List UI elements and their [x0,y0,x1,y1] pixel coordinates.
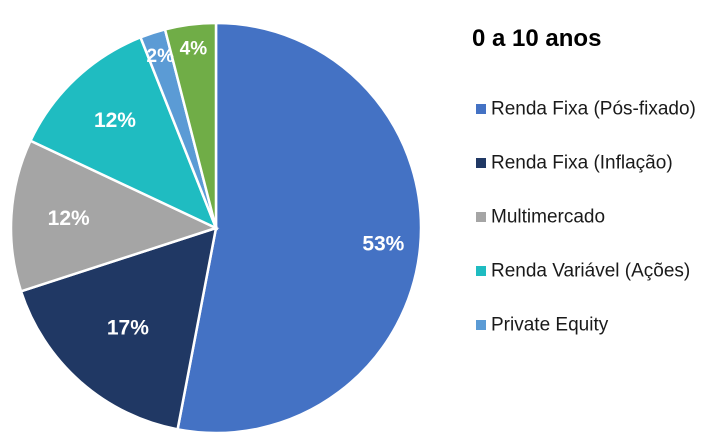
pie-slice [28,35,219,231]
pie-data-label: 2% [147,46,175,67]
pie-slice [163,21,218,229]
pie-data-label: 12% [94,109,136,132]
legend-swatch [476,320,486,330]
legend-swatch [476,212,486,222]
legend-item: Renda Fixa (Inflação) [476,153,673,174]
legend-item: Renda Variável (Ações) [476,261,690,282]
legend-swatch [476,104,486,114]
legend-label: Multimercado [491,207,605,228]
pie-slice [19,226,218,431]
pie-data-label: 53% [362,232,404,255]
legend-swatch [476,266,486,276]
pie-data-label: 12% [48,207,90,230]
legend-item: Multimercado [476,207,605,228]
legend-item: Private Equity [476,315,609,336]
legend-label: Renda Fixa (Inflação) [491,153,673,174]
pie-slice [176,21,423,435]
pie-slice [9,139,220,293]
pie-data-labels: 53% 17% 12% 12% 2% 4% [48,39,405,340]
legend-label: Renda Variável (Ações) [491,261,690,282]
legend-label: Private Equity [491,315,609,336]
legend-label: Renda Fixa (Pós-fixado) [491,99,696,120]
pie-slices [9,21,423,435]
chart-title: 0 a 10 anos [472,25,601,52]
legend-swatch [476,158,486,168]
legend: Renda Fixa (Pós-fixado) Renda Fixa (Infla… [476,99,696,336]
legend-item: Renda Fixa (Pós-fixado) [476,99,696,120]
pie-data-label: 17% [107,316,149,339]
pie-data-label: 4% [180,39,208,60]
